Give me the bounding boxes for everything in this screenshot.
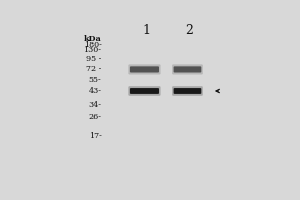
Text: 34-: 34- (88, 101, 101, 109)
Text: 2: 2 (185, 24, 193, 37)
FancyBboxPatch shape (130, 66, 159, 73)
Text: 26-: 26- (88, 113, 101, 121)
FancyBboxPatch shape (172, 86, 203, 96)
FancyBboxPatch shape (128, 86, 160, 96)
Text: 180-: 180- (84, 41, 101, 49)
Text: 72 -: 72 - (86, 65, 101, 73)
Text: 1: 1 (143, 24, 151, 37)
Text: 17-: 17- (88, 132, 101, 140)
FancyBboxPatch shape (174, 88, 201, 94)
FancyBboxPatch shape (172, 64, 203, 75)
Text: 55-: 55- (89, 76, 101, 84)
Text: 43-: 43- (88, 87, 101, 95)
Text: 95 -: 95 - (86, 55, 101, 63)
FancyBboxPatch shape (174, 66, 201, 73)
Text: 130-: 130- (83, 46, 101, 54)
FancyBboxPatch shape (130, 88, 159, 94)
FancyBboxPatch shape (128, 64, 160, 75)
Text: kDa: kDa (84, 35, 101, 43)
